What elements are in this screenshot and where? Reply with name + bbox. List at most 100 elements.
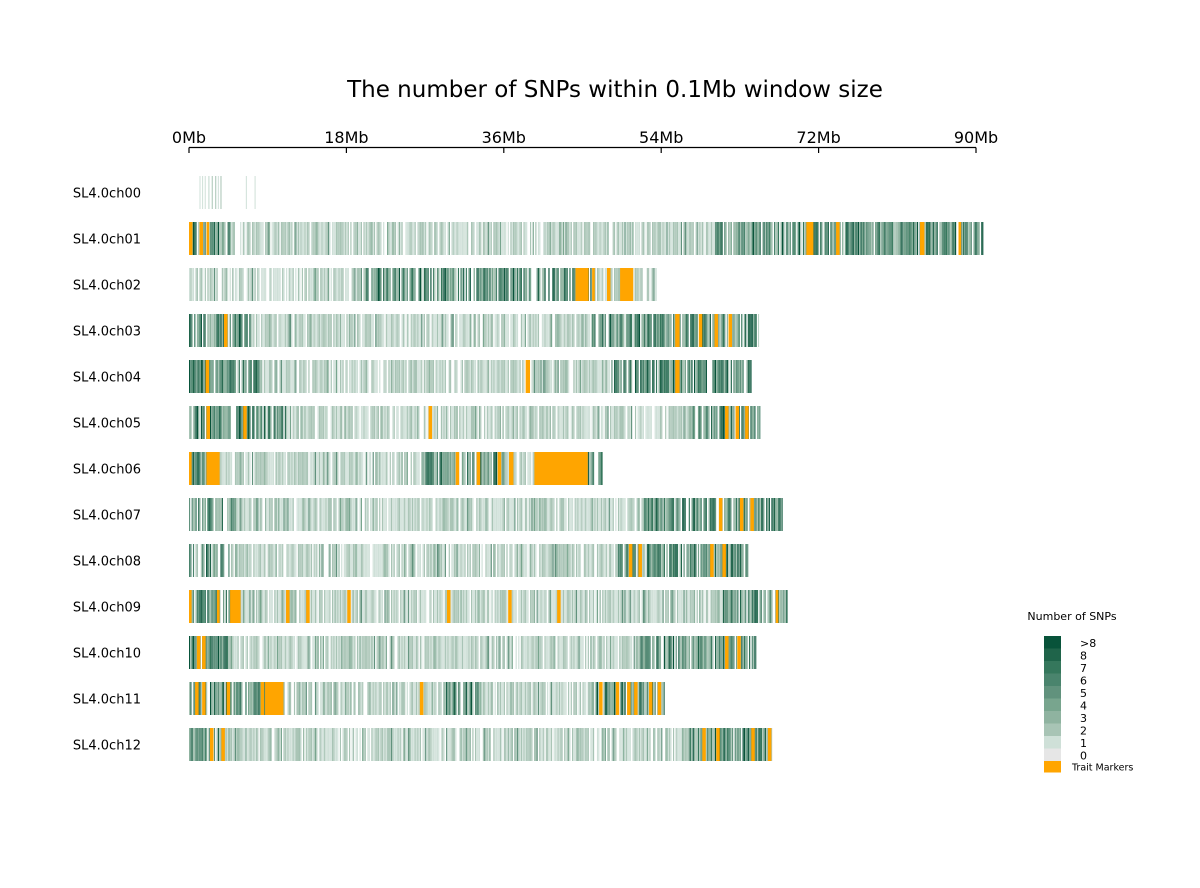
chart-title: The number of SNPs within 0.1Mb window s… xyxy=(346,77,883,103)
snp-window xyxy=(392,498,394,531)
snp-window xyxy=(287,682,289,715)
snp-window xyxy=(720,314,722,347)
snp-window xyxy=(296,728,298,761)
snp-window xyxy=(578,498,580,531)
snp-window xyxy=(283,636,285,669)
snp-window xyxy=(611,406,613,439)
snp-window xyxy=(931,222,933,255)
snp-window xyxy=(259,452,261,485)
snp-window xyxy=(592,728,595,761)
snp-window xyxy=(497,682,499,715)
snp-window xyxy=(209,682,212,715)
snp-window xyxy=(469,728,471,761)
snp-window xyxy=(289,682,292,715)
snp-window xyxy=(457,590,460,623)
snp-window xyxy=(636,360,638,393)
snp-window xyxy=(708,222,710,255)
snp-window xyxy=(623,314,625,347)
snp-window xyxy=(718,314,721,347)
snp-window xyxy=(444,590,446,623)
snp-window xyxy=(316,728,318,761)
snp-window xyxy=(663,314,665,347)
snp-window xyxy=(591,728,593,761)
snp-window xyxy=(314,590,317,623)
snp-window xyxy=(568,544,570,577)
snp-window xyxy=(343,682,345,715)
snp-window xyxy=(356,498,359,531)
snp-window xyxy=(359,544,361,577)
snp-window xyxy=(561,360,563,393)
snp-window xyxy=(370,314,372,347)
snp-window xyxy=(505,222,507,255)
snp-window xyxy=(225,406,227,439)
snp-window xyxy=(415,406,418,439)
snp-window xyxy=(596,498,599,531)
snp-window xyxy=(755,498,757,531)
snp-window xyxy=(721,728,723,761)
snp-window xyxy=(338,314,340,347)
snp-window xyxy=(305,636,307,669)
snp-window xyxy=(644,222,646,255)
snp-window xyxy=(753,636,755,669)
snp-window xyxy=(587,314,589,347)
snp-window xyxy=(834,222,836,255)
snp-window xyxy=(476,406,478,439)
snp-window xyxy=(590,544,592,577)
snp-window xyxy=(421,268,423,301)
snp-window xyxy=(401,360,403,393)
snp-window xyxy=(926,222,928,255)
snp-window xyxy=(692,314,694,347)
snp-window xyxy=(339,590,342,623)
snp-window xyxy=(721,406,723,439)
snp-window xyxy=(568,590,570,623)
snp-window xyxy=(594,268,596,301)
snp-window xyxy=(679,544,681,577)
trait-marker xyxy=(534,452,588,485)
trait-marker xyxy=(206,452,220,485)
snp-window xyxy=(680,544,683,577)
snp-window xyxy=(198,590,200,623)
snp-window xyxy=(419,590,422,623)
snp-window xyxy=(195,544,197,577)
snp-window xyxy=(242,268,244,301)
snp-window xyxy=(655,544,658,577)
snp-window xyxy=(691,222,693,255)
snp-window xyxy=(234,544,237,577)
snp-window xyxy=(490,590,492,623)
snp-window xyxy=(658,222,660,255)
snp-window xyxy=(482,360,484,393)
snp-window xyxy=(495,452,498,485)
snp-window xyxy=(448,544,450,577)
snp-window xyxy=(329,314,331,347)
snp-window xyxy=(536,406,538,439)
snp-window xyxy=(620,728,622,761)
snp-window xyxy=(464,314,466,347)
snp-window xyxy=(733,498,735,531)
snp-window xyxy=(292,406,294,439)
snp-window xyxy=(380,544,382,577)
snp-window xyxy=(289,360,292,393)
snp-window xyxy=(666,498,668,531)
snp-window xyxy=(367,406,369,439)
snp-window xyxy=(279,636,281,669)
snp-window xyxy=(602,268,604,301)
snp-window xyxy=(889,222,891,255)
snp-window xyxy=(347,544,349,577)
snp-window xyxy=(194,360,196,393)
snp-window xyxy=(255,406,258,439)
snp-window xyxy=(189,406,191,439)
snp-window xyxy=(337,544,339,577)
snp-window xyxy=(613,406,616,439)
snp-window xyxy=(569,268,571,301)
snp-window xyxy=(594,498,596,531)
snp-window xyxy=(459,682,461,715)
snp-window xyxy=(560,268,562,301)
snp-window xyxy=(270,544,272,577)
snp-window xyxy=(666,728,668,761)
snp-window xyxy=(484,636,486,669)
snp-window xyxy=(544,222,546,255)
snp-window xyxy=(304,222,306,255)
snp-window xyxy=(191,360,193,393)
snp-window xyxy=(661,682,663,715)
snp-window xyxy=(589,222,591,255)
